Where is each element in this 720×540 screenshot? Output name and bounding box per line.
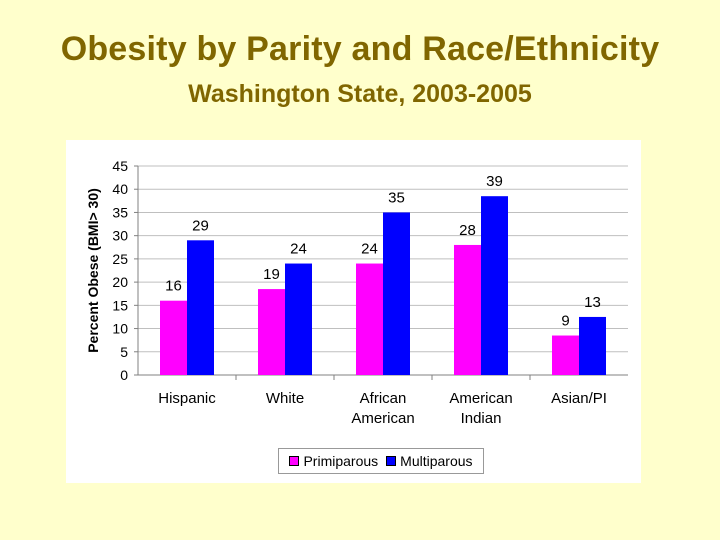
legend-label-multiparous: Multiparous bbox=[400, 453, 473, 469]
bar-multiparous-4 bbox=[579, 316, 606, 375]
x-tick-label-0-0: Hispanic bbox=[158, 390, 216, 407]
y-tick-label-0: 0 bbox=[120, 367, 128, 383]
bar-chart: 0 5 10 15 20 25 30 35 40 45 Percent Obese (BMI> 30… bbox=[85, 158, 628, 427]
bar-primiparous-1 bbox=[258, 289, 285, 375]
y-axis-title: Percent Obese (BMI> 30) bbox=[85, 188, 101, 353]
y-tick-label-20: 20 bbox=[112, 274, 128, 290]
x-tick-label-3-0: American bbox=[449, 390, 512, 407]
data-label-primiparous-0: 16 bbox=[165, 278, 182, 295]
x-tick-label-2-0: African bbox=[360, 390, 407, 407]
y-tick-label-5: 5 bbox=[120, 344, 128, 360]
y-tick-label-25: 25 bbox=[112, 251, 128, 267]
legend-swatch-multiparous bbox=[386, 456, 397, 466]
y-tick-label-45: 45 bbox=[112, 158, 128, 174]
legend-swatch-primiparous bbox=[289, 456, 300, 466]
y-tick-label-10: 10 bbox=[112, 321, 128, 337]
data-label-multiparous-3: 39 bbox=[486, 173, 503, 190]
data-label-primiparous-1: 19 bbox=[263, 266, 280, 283]
slide-title: Obesity by Parity and Race/Ethnicity bbox=[60, 30, 660, 68]
data-label-primiparous-4: 9 bbox=[561, 313, 569, 330]
y-tick-label-30: 30 bbox=[112, 228, 128, 244]
legend-entry-primiparous: Primiparous bbox=[289, 453, 378, 469]
bar-multiparous-2 bbox=[383, 212, 410, 375]
slide-subtitle: Washington State, 2003-2005 bbox=[188, 80, 532, 108]
x-tick-label-4-0: Asian/PI bbox=[551, 390, 607, 407]
chart-panel: 0 5 10 15 20 25 30 35 40 45 Percent Obese (BMI> 30… bbox=[66, 140, 641, 483]
x-tick-label-3-1: Indian bbox=[461, 410, 502, 427]
bar-primiparous-2 bbox=[356, 263, 383, 375]
data-label-multiparous-2: 35 bbox=[388, 189, 405, 206]
chart-legend: Primiparous Multiparous bbox=[278, 448, 484, 474]
legend-entry-multiparous: Multiparous bbox=[386, 453, 473, 469]
y-tick-label-40: 40 bbox=[112, 181, 128, 197]
data-label-multiparous-4: 13 bbox=[584, 294, 601, 311]
y-tick-label-35: 35 bbox=[112, 204, 128, 220]
data-label-multiparous-1: 24 bbox=[290, 241, 307, 258]
bar-primiparous-0 bbox=[160, 300, 187, 375]
data-label-primiparous-2: 24 bbox=[361, 241, 378, 258]
bar-primiparous-3 bbox=[454, 244, 481, 375]
x-tick-label-1-0: White bbox=[266, 390, 304, 407]
data-label-multiparous-0: 29 bbox=[192, 217, 209, 234]
bar-multiparous-1 bbox=[285, 263, 312, 375]
legend-label-primiparous: Primiparous bbox=[303, 453, 379, 469]
bar-multiparous-3 bbox=[481, 196, 508, 375]
x-tick-label-2-1: American bbox=[351, 410, 414, 427]
y-tick-label-15: 15 bbox=[112, 297, 128, 313]
data-label-primiparous-3: 28 bbox=[459, 222, 476, 239]
bar-primiparous-4 bbox=[552, 335, 579, 375]
bar-multiparous-0 bbox=[187, 240, 214, 375]
